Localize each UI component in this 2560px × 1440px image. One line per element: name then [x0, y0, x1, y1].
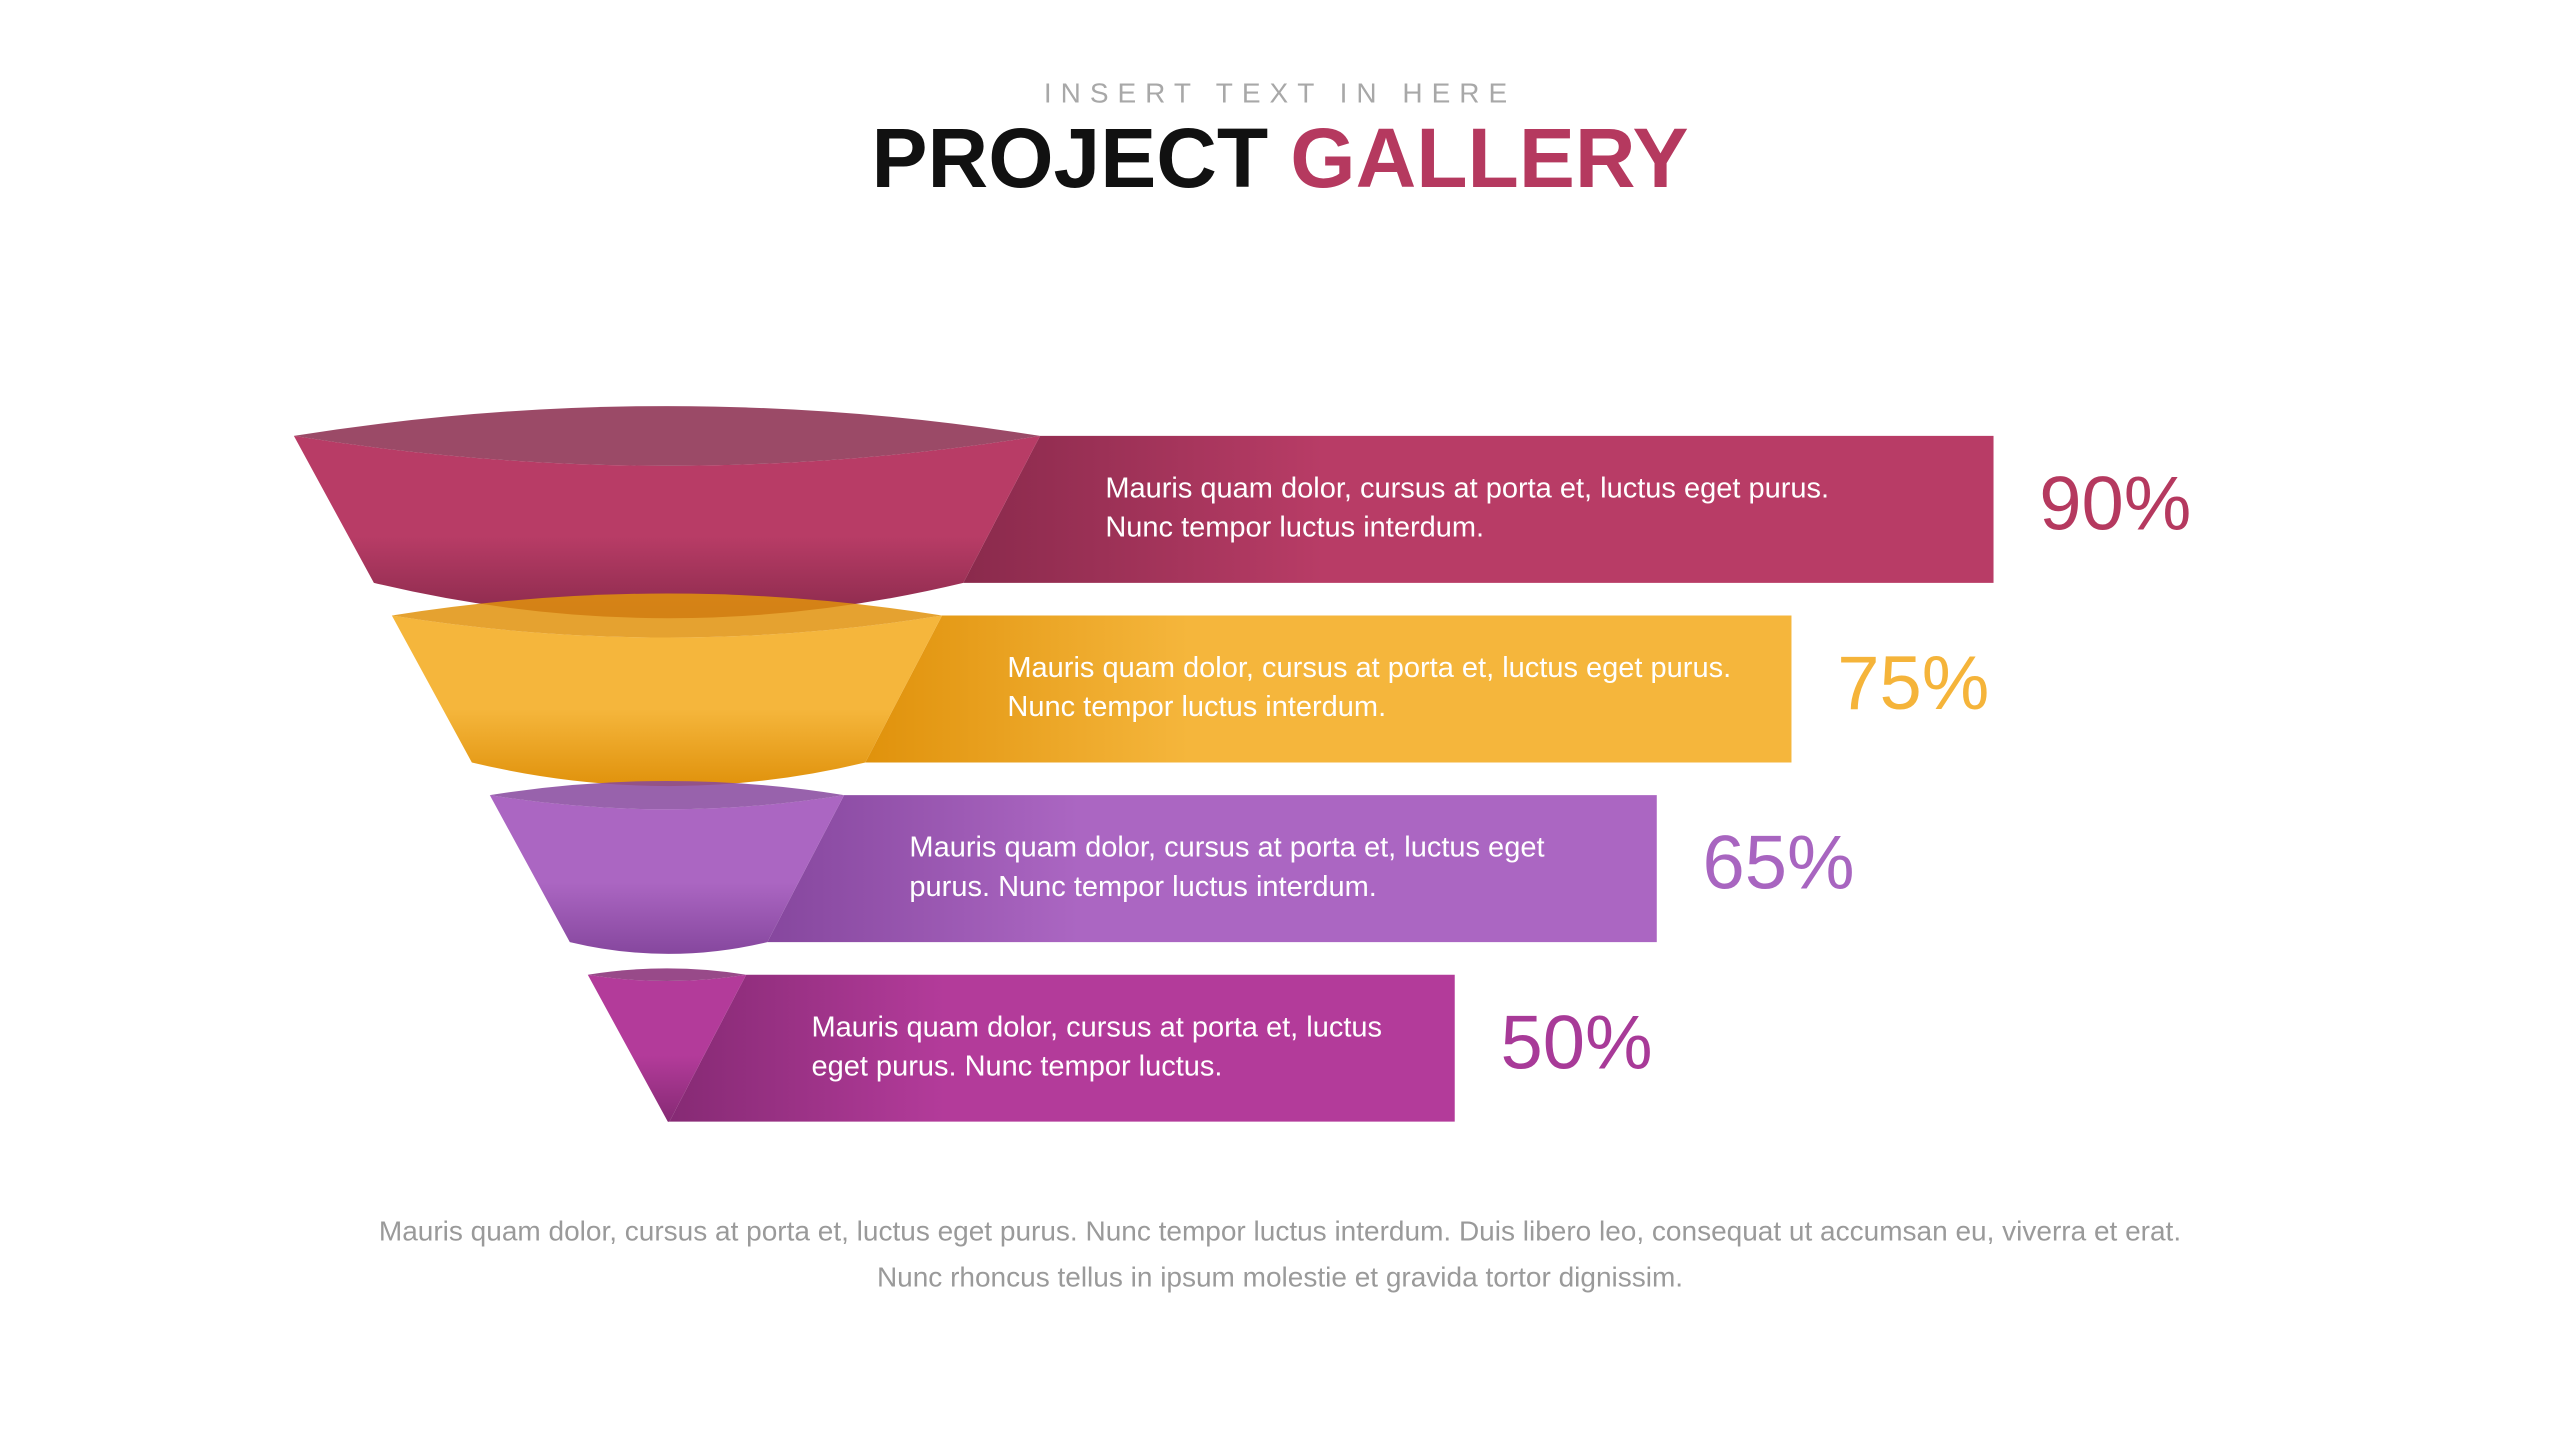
bar — [767, 795, 1657, 943]
funnel-cone — [293, 435, 1041, 619]
funnel-rim — [293, 406, 1041, 466]
funnel-cone — [391, 615, 943, 787]
value-label: 90% — [2039, 461, 2191, 546]
stage-description: Nunc tempor luctus interdum. — [1105, 512, 1484, 544]
value-label: 65% — [1702, 821, 1854, 906]
funnel-rim — [489, 780, 845, 810]
footer-line: Mauris quam dolor, cursus at porta et, l… — [379, 1215, 2181, 1246]
funnel: Mauris quam dolor, cursus at porta et, l… — [293, 406, 2191, 1122]
value-label: 75% — [1837, 641, 1989, 726]
stage-description: Nunc tempor luctus interdum. — [1007, 691, 1386, 723]
stage-description: Mauris quam dolor, cursus at porta et, l… — [909, 832, 1544, 864]
stage-description: Mauris quam dolor, cursus at porta et, l… — [811, 1011, 1382, 1043]
subtitle: INSERT TEXT IN HERE — [1044, 77, 1516, 108]
stage-description: Mauris quam dolor, cursus at porta et, l… — [1007, 652, 1731, 684]
funnel-cone — [587, 974, 747, 1122]
stage-description: eget purus. Nunc tempor luctus. — [811, 1050, 1222, 1082]
footer-line: Nunc rhoncus tellus in ipsum molestie et… — [877, 1261, 1683, 1292]
title: PROJECT GALLERY — [872, 111, 1689, 205]
funnel-cone — [489, 795, 845, 954]
title-accent: GALLERY — [1290, 111, 1688, 205]
funnel-rim — [587, 968, 747, 982]
funnel-rim — [391, 593, 943, 638]
bar — [865, 615, 1792, 763]
bar — [963, 435, 1994, 583]
value-label: 50% — [1500, 1000, 1652, 1085]
stage-description: Mauris quam dolor, cursus at porta et, l… — [1105, 472, 1829, 504]
stage-description: purus. Nunc tempor luctus interdum. — [909, 871, 1376, 903]
title-main: PROJECT — [872, 111, 1269, 205]
bar — [669, 974, 1455, 1122]
